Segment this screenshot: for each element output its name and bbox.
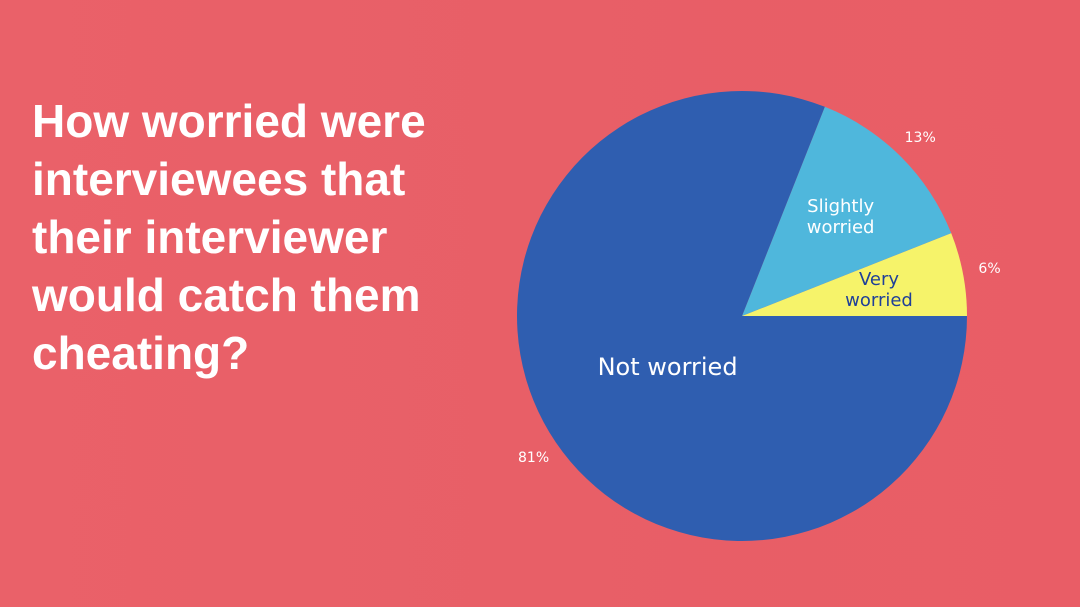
value-label: 81% (518, 449, 550, 466)
value-label: 13% (904, 129, 936, 146)
slice-label: Not worried (597, 352, 738, 381)
pie-slice (742, 233, 967, 316)
pie-slice (517, 90, 967, 542)
chart-title: How worried were interviewees that their… (32, 95, 426, 379)
pie-slice (742, 106, 952, 316)
slice-label: Slightly worried (806, 196, 875, 239)
slice-label: Very worried (845, 268, 913, 311)
value-label: 6% (978, 260, 1001, 277)
